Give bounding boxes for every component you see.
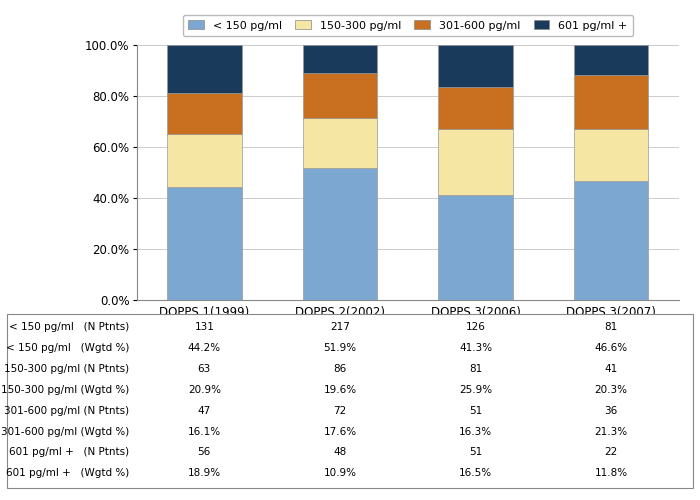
Text: 301-600 pg/ml (N Ptnts): 301-600 pg/ml (N Ptnts) (4, 406, 130, 415)
Bar (574, 75, 648, 130)
Bar (438, 194, 513, 300)
Bar (438, 45, 513, 87)
Text: 51: 51 (469, 448, 482, 458)
Text: < 150 pg/ml   (N Ptnts): < 150 pg/ml (N Ptnts) (9, 322, 130, 332)
Bar (574, 130, 648, 181)
Text: < 150 pg/ml   (Wgtd %): < 150 pg/ml (Wgtd %) (6, 343, 130, 353)
Text: 16.1%: 16.1% (188, 426, 221, 436)
Text: 86: 86 (333, 364, 346, 374)
Text: 46.6%: 46.6% (594, 343, 628, 353)
Bar (302, 118, 377, 168)
Text: 17.6%: 17.6% (323, 426, 356, 436)
Bar (302, 45, 377, 73)
Text: 72: 72 (333, 406, 346, 415)
Bar (167, 188, 241, 300)
Text: 19.6%: 19.6% (323, 385, 356, 395)
Bar (438, 128, 513, 194)
Text: 20.9%: 20.9% (188, 385, 220, 395)
Text: 41.3%: 41.3% (459, 343, 492, 353)
Text: 63: 63 (197, 364, 211, 374)
Text: 22: 22 (605, 448, 618, 458)
Bar (574, 45, 648, 75)
Text: 10.9%: 10.9% (323, 468, 356, 478)
Bar (302, 168, 377, 300)
Bar (438, 87, 513, 128)
Text: 44.2%: 44.2% (188, 343, 221, 353)
Legend: < 150 pg/ml, 150-300 pg/ml, 301-600 pg/ml, 601 pg/ml +: < 150 pg/ml, 150-300 pg/ml, 301-600 pg/m… (183, 15, 633, 36)
Text: 81: 81 (605, 322, 618, 332)
Text: 56: 56 (197, 448, 211, 458)
Text: 131: 131 (195, 322, 214, 332)
Text: 126: 126 (466, 322, 486, 332)
Text: 16.3%: 16.3% (459, 426, 492, 436)
Text: 51.9%: 51.9% (323, 343, 356, 353)
Text: 47: 47 (197, 406, 211, 415)
Text: 48: 48 (333, 448, 346, 458)
Text: 51: 51 (469, 406, 482, 415)
Bar (167, 93, 241, 134)
Text: 301-600 pg/ml (Wgtd %): 301-600 pg/ml (Wgtd %) (1, 426, 130, 436)
Text: 601 pg/ml +   (N Ptnts): 601 pg/ml + (N Ptnts) (9, 448, 130, 458)
Text: 150-300 pg/ml (N Ptnts): 150-300 pg/ml (N Ptnts) (4, 364, 130, 374)
Bar (167, 44, 241, 93)
Text: 36: 36 (605, 406, 618, 415)
Text: 20.3%: 20.3% (595, 385, 628, 395)
Bar (574, 181, 648, 300)
Text: 25.9%: 25.9% (459, 385, 492, 395)
Text: 16.5%: 16.5% (459, 468, 492, 478)
FancyBboxPatch shape (7, 314, 693, 488)
Bar (167, 134, 241, 188)
Text: 21.3%: 21.3% (594, 426, 628, 436)
Text: 41: 41 (605, 364, 618, 374)
Text: 81: 81 (469, 364, 482, 374)
Text: 11.8%: 11.8% (594, 468, 628, 478)
Bar (302, 73, 377, 118)
Text: 217: 217 (330, 322, 350, 332)
Text: 150-300 pg/ml (Wgtd %): 150-300 pg/ml (Wgtd %) (1, 385, 130, 395)
Text: 601 pg/ml +   (Wgtd %): 601 pg/ml + (Wgtd %) (6, 468, 130, 478)
Text: 18.9%: 18.9% (188, 468, 221, 478)
